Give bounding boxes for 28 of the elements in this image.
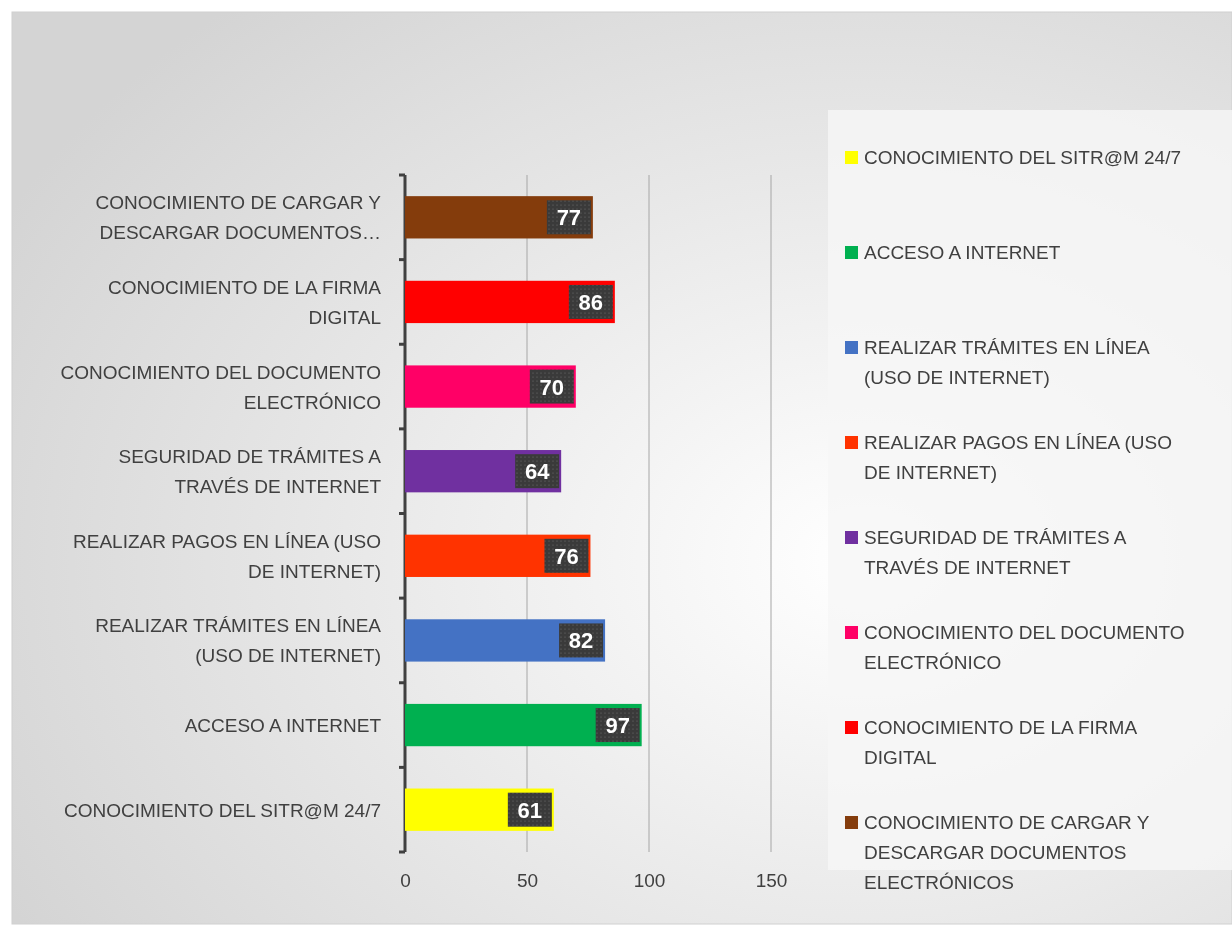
x-tick-label: 0 xyxy=(400,870,411,892)
data-label: 61 xyxy=(517,797,543,823)
legend-label: ACCESO A INTERNET xyxy=(864,242,1061,263)
legend-label: CONOCIMIENTO DEL SITR@M 24/7 xyxy=(864,147,1182,168)
x-tick-label: 150 xyxy=(755,870,788,892)
data-label: 76 xyxy=(554,543,579,569)
data-label: 97 xyxy=(605,713,630,739)
legend-label: CONOCIMIENTO DE LA FIRMA DIGITAL xyxy=(864,717,1138,768)
x-tick-label: 100 xyxy=(633,870,666,892)
data-label: 64 xyxy=(524,459,551,485)
data-label: 86 xyxy=(578,289,604,315)
legend-label: CONOCIMIENTO DEL DOCUMENTO ELECTRÓNICO xyxy=(864,622,1185,673)
y-tick-label: CONOCIMIENTO DE LA FIRMA DIGITAL xyxy=(107,276,382,328)
legend-label: REALIZAR TRÁMITES EN LÍNEA (USO DE INTERNET) xyxy=(864,337,1151,388)
y-tick-label: REALIZAR TRÁMITES EN LÍNEA (USO DE INTERNET) xyxy=(95,615,382,667)
data-label: 77 xyxy=(556,205,582,231)
y-tick-label: CONOCIMIENTO DEL DOCUMENTO ELECTRÓNICO xyxy=(60,361,381,413)
legend-label: CONOCIMIENTO DE CARGAR Y DESCARGAR DOCUMENTOS ELECTRÓNICOS xyxy=(864,812,1150,893)
y-tick-label: REALIZAR PAGOS EN LÍNEA (USO DE INTERNET) xyxy=(73,530,381,582)
y-tick-label: CONOCIMIENTO DE CARGAR Y DESCARGAR DOCUMENTOS… xyxy=(95,192,382,244)
y-tick-label: SEGURIDAD DE TRÁMITES A TRAVÉS DE INTERNET xyxy=(118,446,382,498)
legend-label: REALIZAR PAGOS EN LÍNEA (USO DE INTERNET) xyxy=(864,432,1172,483)
y-tick-label: CONOCIMIENTO DEL SITR@M 24/7 xyxy=(63,799,381,821)
data-label: 70 xyxy=(539,374,565,400)
data-label: 82 xyxy=(568,628,594,654)
y-tick-label: ACCESO A INTERNET xyxy=(184,715,382,737)
legend-label: SEGURIDAD DE TRÁMITES A TRAVÉS DE INTERNET xyxy=(864,527,1127,578)
x-tick-label: 50 xyxy=(516,870,539,892)
